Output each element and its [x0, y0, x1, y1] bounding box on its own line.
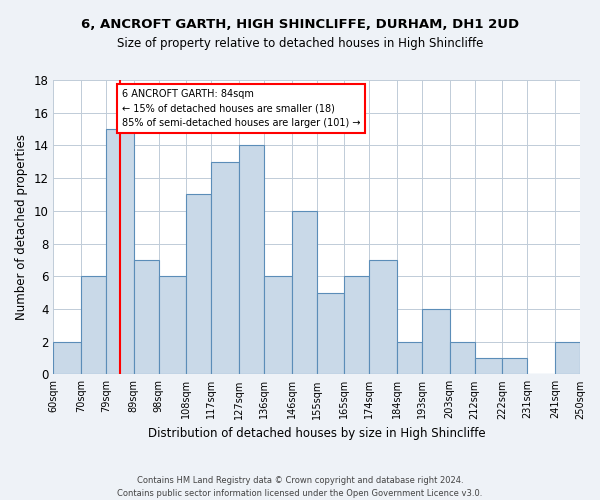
- Bar: [134, 260, 159, 374]
- X-axis label: Distribution of detached houses by size in High Shincliffe: Distribution of detached houses by size …: [148, 427, 485, 440]
- Bar: [211, 162, 239, 374]
- Text: Contains HM Land Registry data © Crown copyright and database right 2024.
Contai: Contains HM Land Registry data © Crown c…: [118, 476, 482, 498]
- Bar: [422, 309, 450, 374]
- Bar: [502, 358, 527, 374]
- Bar: [292, 211, 317, 374]
- Y-axis label: Number of detached properties: Number of detached properties: [15, 134, 28, 320]
- Bar: [264, 276, 292, 374]
- Bar: [317, 292, 344, 374]
- Text: 6 ANCROFT GARTH: 84sqm
← 15% of detached houses are smaller (18)
85% of semi-det: 6 ANCROFT GARTH: 84sqm ← 15% of detached…: [122, 89, 361, 128]
- Bar: [187, 194, 211, 374]
- Bar: [344, 276, 370, 374]
- Bar: [159, 276, 187, 374]
- Bar: [53, 342, 81, 374]
- Bar: [370, 260, 397, 374]
- Bar: [450, 342, 475, 374]
- Bar: [475, 358, 502, 374]
- Bar: [555, 342, 580, 374]
- Bar: [397, 342, 422, 374]
- Bar: [106, 129, 134, 374]
- Bar: [81, 276, 106, 374]
- Bar: [239, 146, 264, 374]
- Text: 6, ANCROFT GARTH, HIGH SHINCLIFFE, DURHAM, DH1 2UD: 6, ANCROFT GARTH, HIGH SHINCLIFFE, DURHA…: [81, 18, 519, 30]
- Text: Size of property relative to detached houses in High Shincliffe: Size of property relative to detached ho…: [117, 38, 483, 51]
